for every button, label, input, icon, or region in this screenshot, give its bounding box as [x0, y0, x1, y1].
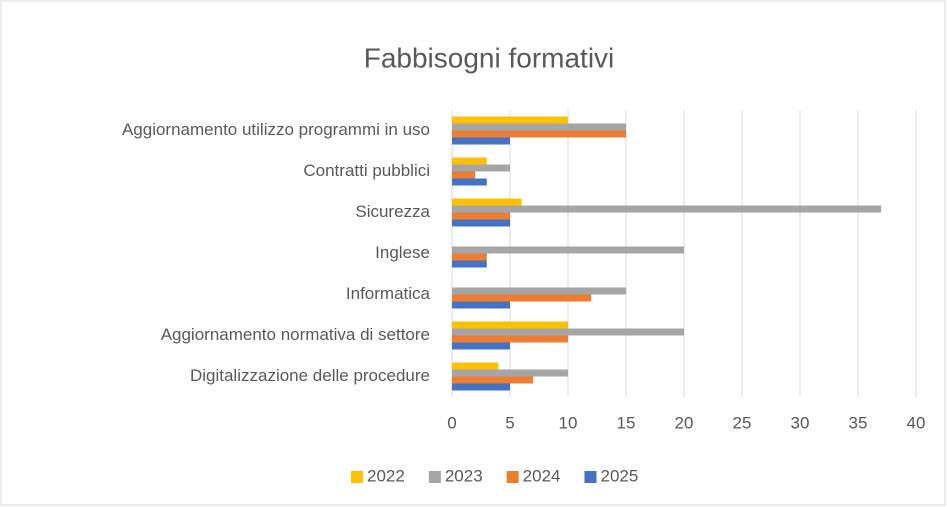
y-tick-label: Digitalizzazione delle procedure	[190, 366, 430, 385]
x-tick-label: 10	[559, 413, 578, 432]
bar	[452, 383, 510, 391]
x-tick-label: 25	[733, 413, 752, 432]
chart-title: Fabbisogni formativi	[364, 42, 615, 73]
x-tick-label: 0	[447, 413, 456, 432]
bar	[452, 321, 568, 329]
x-tick-label: 15	[617, 413, 636, 432]
bar	[452, 335, 568, 343]
legend-label: 2022	[367, 466, 405, 485]
bar	[452, 137, 510, 145]
bar	[452, 287, 626, 295]
y-tick-label: Sicurezza	[355, 202, 430, 221]
x-tick-label: 5	[505, 413, 514, 432]
bar	[452, 116, 568, 124]
legend-swatch	[428, 471, 441, 483]
bar	[452, 198, 522, 206]
bar	[452, 342, 510, 350]
bar	[452, 178, 487, 186]
bar	[452, 369, 568, 377]
bar	[452, 253, 487, 261]
x-tick-label: 20	[675, 413, 694, 432]
bar	[452, 301, 510, 309]
bar	[452, 219, 510, 227]
y-tick-label: Aggiornamento utilizzo programmi in uso	[122, 120, 430, 139]
bar	[452, 171, 476, 179]
bar	[452, 164, 510, 172]
bar	[452, 260, 487, 268]
y-tick-label: Aggiornamento normativa di settore	[161, 325, 430, 344]
bar	[452, 328, 684, 336]
legend-swatch	[351, 471, 363, 483]
legend-swatch	[506, 471, 519, 483]
bar	[452, 294, 592, 302]
x-tick-label: 40	[907, 413, 926, 432]
bar	[452, 130, 626, 138]
y-tick-label: Inglese	[375, 243, 430, 262]
x-tick-label: 30	[791, 413, 810, 432]
legend-label: 2023	[445, 466, 483, 485]
x-tick-label: 35	[849, 413, 868, 432]
y-tick-label: Informatica	[346, 284, 431, 303]
bar	[452, 212, 510, 220]
bar	[452, 123, 626, 131]
y-tick-label: Contratti pubblici	[303, 161, 430, 180]
bar	[452, 362, 499, 370]
bar	[452, 157, 487, 165]
bar	[452, 205, 882, 213]
bar	[452, 246, 684, 254]
legend-label: 2024	[523, 466, 561, 485]
bar	[452, 376, 534, 384]
legend-swatch	[584, 471, 597, 483]
legend-label: 2025	[600, 466, 638, 485]
